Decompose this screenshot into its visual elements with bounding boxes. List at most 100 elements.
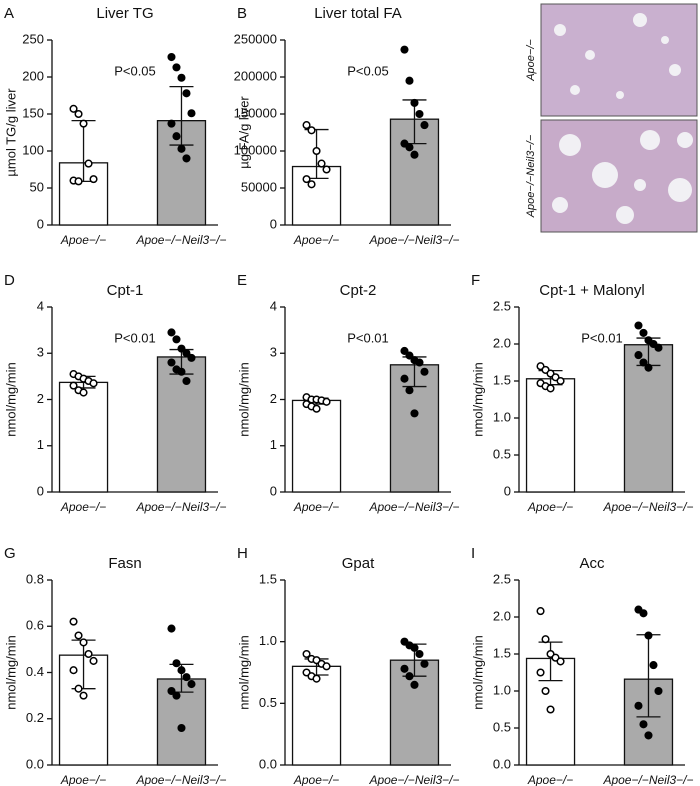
data-point: [89, 175, 98, 184]
data-point: [182, 89, 191, 98]
y-tick-label: 4: [270, 298, 277, 313]
data-point: [644, 363, 653, 372]
data-point: [400, 374, 409, 383]
panel-label: G: [4, 545, 16, 562]
data-point: [322, 662, 331, 671]
y-tick-label: 1.5: [493, 645, 511, 660]
y-tick-label: 1.5: [493, 372, 511, 387]
y-axis-label: nmol/mg/min: [470, 635, 485, 709]
data-point: [639, 358, 648, 367]
x-tick-label: Apoe−/−: [60, 500, 106, 514]
data-point: [546, 384, 555, 393]
y-tick-label: 0: [270, 216, 277, 231]
data-point: [172, 691, 181, 700]
y-tick-label: 1.5: [259, 571, 277, 586]
data-point: [400, 346, 409, 355]
y-tick-label: 3: [37, 345, 44, 360]
data-point: [644, 631, 653, 640]
y-tick-label: 200000: [234, 68, 277, 83]
panel-label: F: [471, 272, 480, 289]
data-point: [74, 109, 83, 119]
data-point: [405, 351, 414, 360]
data-point: [302, 175, 311, 184]
y-tick-label: 2.5: [493, 571, 511, 586]
y-tick-label: 4: [37, 298, 44, 313]
data-point: [79, 638, 88, 647]
y-tick-label: 1.0: [493, 682, 511, 697]
data-point: [322, 397, 331, 406]
data-point: [79, 388, 88, 397]
y-tick-label: 0.5: [493, 719, 511, 734]
data-point: [74, 684, 83, 693]
data-point: [405, 76, 414, 85]
data-point: [69, 381, 78, 390]
y-axis-label: µg FA/g liver: [236, 96, 251, 169]
y-tick-label: 1.0: [493, 409, 511, 424]
y-tick-label: 50000: [241, 179, 277, 194]
panel-label: H: [237, 545, 248, 562]
data-point: [177, 73, 186, 82]
y-axis-label: nmol/mg/min: [236, 635, 251, 709]
data-point: [89, 379, 98, 388]
data-point: [639, 720, 648, 729]
data-point: [312, 146, 321, 156]
data-point: [546, 705, 555, 714]
x-tick-label: Apoe−/−: [60, 233, 106, 247]
data-point: [410, 150, 419, 159]
data-point: [322, 165, 331, 174]
data-point: [182, 154, 191, 163]
data-point: [410, 409, 419, 418]
data-point: [415, 109, 424, 119]
panel-label: I: [471, 545, 475, 562]
chart-title: Cpt-1: [107, 282, 144, 299]
x-tick-label: Apoe−/−: [527, 500, 573, 514]
x-tick-label: Apoe−/−Neil3−/−: [602, 500, 693, 514]
y-tick-label: 1: [270, 437, 277, 452]
y-tick-label: 1: [37, 437, 44, 452]
data-point: [639, 609, 648, 618]
y-tick-label: 50: [30, 179, 44, 194]
bar: [156, 356, 207, 493]
x-tick-label: Apoe−/−: [293, 500, 339, 514]
y-tick-label: 2.5: [493, 298, 511, 313]
chart-title: Liver TG: [96, 5, 153, 22]
data-point: [167, 686, 176, 696]
data-point: [167, 624, 176, 633]
data-point: [177, 666, 186, 675]
data-point: [172, 63, 181, 72]
x-tick-label: Apoe−/−Neil3−/−: [602, 773, 693, 786]
x-tick-label: Apoe−/−Neil3−/−: [368, 773, 459, 786]
data-point: [307, 180, 316, 189]
data-point: [182, 349, 191, 358]
data-point: [541, 635, 550, 644]
data-point: [307, 126, 316, 135]
data-point: [634, 351, 643, 360]
annotation: P<0.05: [114, 63, 156, 78]
lipid-droplets: [552, 13, 693, 224]
data-point: [410, 643, 419, 652]
data-point: [89, 656, 98, 665]
data-point: [79, 691, 88, 700]
x-tick-label: Apoe−/−: [293, 773, 339, 786]
data-point: [187, 109, 196, 118]
data-point: [69, 666, 78, 675]
data-point: [167, 328, 176, 337]
data-point: [69, 104, 78, 113]
image-caption: Apoe−/−: [525, 39, 537, 82]
x-tick-label: Apoe−/−Neil3−/−: [368, 500, 459, 514]
data-point: [182, 376, 191, 386]
annotation: P<0.01: [581, 330, 623, 345]
y-tick-label: 0.0: [26, 756, 44, 771]
panel-label: A: [4, 5, 14, 22]
bar: [156, 678, 207, 766]
y-tick-label: 100000: [234, 142, 277, 157]
data-point: [302, 121, 311, 130]
data-point: [634, 701, 643, 710]
y-tick-label: 150: [22, 105, 44, 120]
data-point: [649, 661, 658, 670]
data-point: [172, 335, 181, 344]
image-caption: Apoe−/−Neil3−/−: [525, 134, 537, 218]
bar: [525, 378, 576, 493]
data-point: [556, 376, 565, 386]
